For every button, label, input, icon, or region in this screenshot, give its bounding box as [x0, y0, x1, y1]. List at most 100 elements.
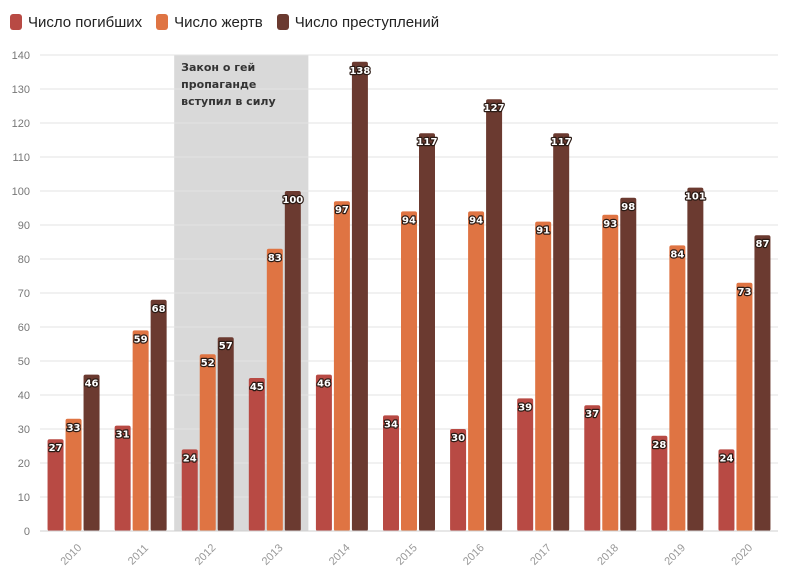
bar — [217, 337, 234, 531]
annotation-text: вступил в силу — [181, 95, 275, 108]
data-label: 46 — [85, 379, 99, 390]
data-label: 34 — [384, 419, 398, 430]
bar — [602, 214, 619, 532]
bar — [181, 449, 198, 531]
x-tick-label: 2016 — [461, 542, 487, 568]
data-label: 24 — [183, 453, 197, 464]
data-label: 39 — [518, 402, 532, 413]
x-tick-label: 2017 — [528, 542, 554, 568]
bar — [419, 133, 435, 531]
y-tick-label: 110 — [12, 152, 30, 164]
y-tick-label: 40 — [18, 390, 30, 402]
bar — [754, 235, 771, 531]
y-tick-label: 100 — [12, 186, 30, 198]
data-label: 37 — [585, 409, 599, 420]
data-label: 33 — [67, 423, 81, 434]
y-tick-label: 20 — [18, 458, 30, 470]
y-tick-label: 30 — [18, 424, 30, 436]
bar — [315, 374, 332, 531]
data-label: 59 — [134, 334, 148, 345]
bar — [468, 211, 485, 531]
bar — [687, 187, 704, 531]
y-tick-label: 120 — [12, 118, 30, 130]
y-tick-label: 80 — [18, 254, 30, 266]
data-label: 100 — [282, 195, 303, 206]
data-label: 46 — [317, 379, 331, 390]
bar — [584, 405, 601, 531]
legend-item[interactable]: Число погибших — [10, 14, 142, 31]
bar — [65, 418, 82, 531]
bar — [333, 201, 350, 531]
data-label: 31 — [116, 430, 130, 441]
legend-item[interactable]: Число преступлений — [276, 13, 440, 31]
data-label: 94 — [402, 215, 416, 226]
data-label: 73 — [737, 287, 751, 298]
legend-label: Число погибших — [28, 13, 143, 31]
chart-legend: Число погибших Число жертв Число преступле… — [10, 10, 439, 34]
y-tick-label: 70 — [18, 288, 30, 300]
x-tick-label: 2010 — [59, 542, 85, 568]
bar — [150, 299, 167, 531]
data-label: 83 — [268, 253, 282, 264]
x-tick-label: 2019 — [662, 542, 688, 568]
bar — [669, 245, 686, 531]
x-tick-label: 2014 — [327, 542, 353, 568]
y-tick-label: 60 — [18, 322, 30, 334]
y-tick-label: 90 — [18, 220, 30, 232]
data-label: 117 — [417, 137, 438, 148]
y-tick-label: 10 — [18, 492, 30, 504]
data-label: 97 — [335, 205, 349, 216]
legend-label: Число преступлений — [294, 13, 440, 31]
data-label: 28 — [652, 440, 666, 451]
x-tick-label: 2020 — [729, 542, 755, 568]
legend-swatch — [10, 14, 22, 30]
bar — [83, 374, 100, 531]
bar — [114, 425, 131, 531]
data-label: 52 — [201, 358, 215, 369]
bar — [401, 211, 417, 531]
y-tick-label: 0 — [24, 526, 30, 538]
legend-swatch — [276, 14, 289, 30]
x-tick-label: 2018 — [595, 542, 621, 568]
y-tick-label: 50 — [18, 356, 30, 368]
data-label: 45 — [250, 382, 264, 393]
bar — [450, 429, 467, 531]
bar — [651, 435, 668, 531]
bar — [620, 197, 637, 532]
bar — [248, 378, 265, 531]
bar — [284, 191, 301, 531]
bar — [517, 398, 534, 531]
data-label: 84 — [670, 249, 684, 260]
legend-swatch — [156, 14, 169, 30]
data-label: 87 — [755, 239, 769, 250]
data-label: 117 — [551, 137, 572, 148]
y-tick-label: 140 — [12, 50, 30, 62]
bar — [383, 415, 399, 531]
data-label: 68 — [152, 304, 166, 315]
legend-item[interactable]: Число жертв — [156, 14, 263, 31]
bar — [47, 439, 64, 531]
data-label: 27 — [49, 443, 63, 454]
legend-label: Число жертв — [174, 13, 263, 31]
bar — [486, 99, 503, 531]
data-label: 93 — [603, 219, 617, 230]
data-label: 30 — [451, 433, 465, 444]
data-label: 94 — [469, 215, 483, 226]
bar — [351, 61, 368, 532]
bar — [266, 248, 283, 532]
data-label: 138 — [349, 66, 370, 77]
x-tick-label: 2011 — [126, 542, 151, 567]
data-label: 57 — [219, 341, 233, 352]
x-tick-label: 2012 — [193, 542, 219, 568]
y-tick-label: 130 — [12, 84, 30, 96]
x-tick-label: 2015 — [394, 542, 420, 568]
bar — [736, 282, 753, 531]
bar — [199, 354, 216, 531]
annotation-text: Закон о гей — [181, 61, 255, 74]
data-label: 127 — [484, 103, 505, 114]
annotation-text: пропаганде — [181, 78, 256, 91]
data-label: 24 — [719, 453, 733, 464]
bar — [535, 221, 552, 531]
data-label: 91 — [536, 226, 550, 237]
